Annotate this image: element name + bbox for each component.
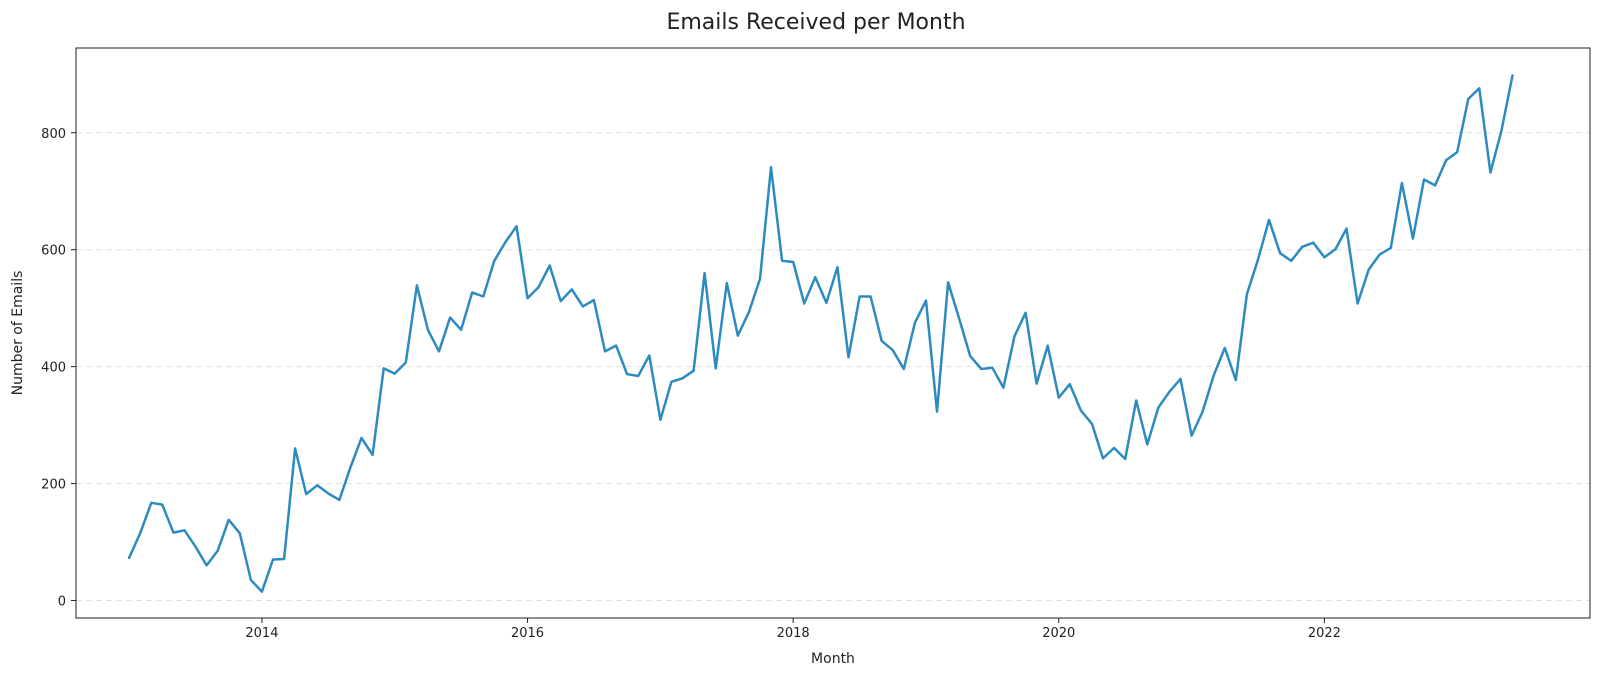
plot-frame <box>75 47 1591 619</box>
x-axis: 2014 2016 2018 2020 2022 <box>245 618 1341 641</box>
x-tick-label: 2018 <box>777 626 810 641</box>
chart-title: Emails Received per Month <box>666 10 965 35</box>
series-line <box>127 74 1514 593</box>
x-tick-label: 2020 <box>1042 626 1075 641</box>
y-tick-label: 200 <box>41 478 66 493</box>
x-axis-label: Month <box>811 651 855 667</box>
y-tick-label: 400 <box>41 361 66 376</box>
grid-lines <box>76 132 1590 601</box>
y-axis-label: Number of Emails <box>10 271 26 396</box>
x-tick-label: 2022 <box>1308 626 1341 641</box>
x-tick-label: 2014 <box>245 626 278 641</box>
y-axis: 0 200 400 600 800 <box>41 127 76 609</box>
y-tick-label: 600 <box>41 244 66 259</box>
y-tick-label: 0 <box>58 594 66 609</box>
y-tick-label: 800 <box>41 127 66 142</box>
x-tick-label: 2016 <box>511 626 544 641</box>
